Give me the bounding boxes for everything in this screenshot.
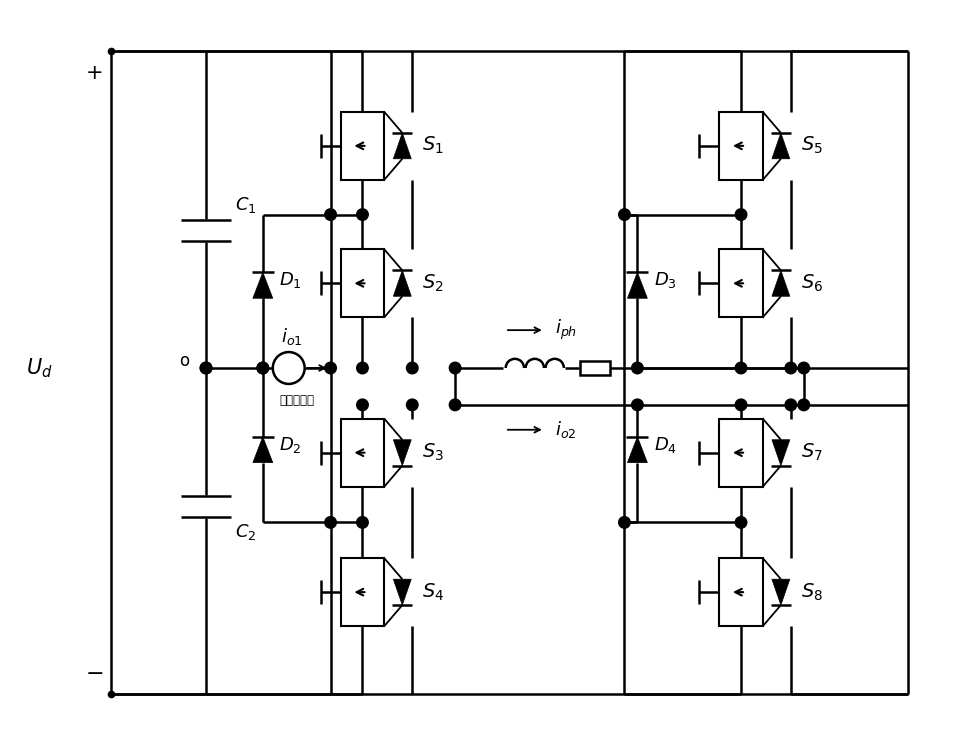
Bar xyxy=(341,249,384,318)
Text: $i_{ph}$: $i_{ph}$ xyxy=(555,318,577,343)
Circle shape xyxy=(618,209,630,220)
Circle shape xyxy=(406,362,418,374)
Circle shape xyxy=(785,362,796,374)
Text: $D_2$: $D_2$ xyxy=(279,434,302,455)
Polygon shape xyxy=(628,437,647,462)
Polygon shape xyxy=(393,133,411,159)
Text: $C_1$: $C_1$ xyxy=(235,195,256,215)
Circle shape xyxy=(618,517,630,528)
Polygon shape xyxy=(253,437,273,462)
Text: $D_1$: $D_1$ xyxy=(279,270,302,290)
Text: $S_7$: $S_7$ xyxy=(801,442,822,463)
Text: $i_{o1}$: $i_{o1}$ xyxy=(281,326,302,347)
Circle shape xyxy=(785,399,796,411)
Bar xyxy=(719,112,763,180)
Text: $D_4$: $D_4$ xyxy=(654,434,677,455)
Text: $S_8$: $S_8$ xyxy=(800,581,822,603)
Bar xyxy=(580,361,610,375)
Circle shape xyxy=(356,362,368,374)
Circle shape xyxy=(450,399,461,411)
Polygon shape xyxy=(628,273,647,298)
Circle shape xyxy=(356,517,368,528)
Circle shape xyxy=(632,362,643,374)
Circle shape xyxy=(356,399,368,411)
Circle shape xyxy=(406,399,418,411)
Text: −: − xyxy=(85,664,104,684)
Polygon shape xyxy=(393,440,411,466)
Circle shape xyxy=(450,362,461,374)
Text: $D_3$: $D_3$ xyxy=(654,270,677,290)
Circle shape xyxy=(257,362,269,374)
Circle shape xyxy=(798,399,810,411)
Bar xyxy=(719,559,763,626)
Circle shape xyxy=(735,209,746,220)
Circle shape xyxy=(798,362,810,374)
Polygon shape xyxy=(772,579,790,605)
Circle shape xyxy=(200,362,212,374)
Text: 电流传感器: 电流传感器 xyxy=(279,395,314,407)
Circle shape xyxy=(735,517,746,528)
Text: $U_d$: $U_d$ xyxy=(26,356,53,380)
Polygon shape xyxy=(772,270,790,296)
Circle shape xyxy=(325,362,336,374)
Circle shape xyxy=(735,362,746,374)
Text: $S_3$: $S_3$ xyxy=(422,442,444,463)
Circle shape xyxy=(325,209,336,220)
Bar xyxy=(341,419,384,487)
Text: $S_1$: $S_1$ xyxy=(423,135,444,157)
Circle shape xyxy=(325,517,336,528)
Bar xyxy=(719,419,763,487)
Text: +: + xyxy=(86,63,103,83)
Circle shape xyxy=(200,362,212,374)
Circle shape xyxy=(356,209,368,220)
Text: $i_{o2}$: $i_{o2}$ xyxy=(555,419,576,440)
Text: o: o xyxy=(179,352,189,370)
Polygon shape xyxy=(393,270,411,296)
Circle shape xyxy=(257,362,269,374)
Text: $S_6$: $S_6$ xyxy=(800,273,822,294)
Text: $S_2$: $S_2$ xyxy=(423,273,444,294)
Text: $C_2$: $C_2$ xyxy=(235,523,256,542)
Text: $S_4$: $S_4$ xyxy=(422,581,444,603)
Polygon shape xyxy=(772,440,790,466)
Polygon shape xyxy=(253,273,273,298)
Circle shape xyxy=(632,399,643,411)
Bar xyxy=(719,249,763,318)
Circle shape xyxy=(735,399,746,411)
Text: $S_5$: $S_5$ xyxy=(801,135,822,157)
Circle shape xyxy=(273,352,304,384)
Polygon shape xyxy=(772,133,790,159)
Bar xyxy=(341,112,384,180)
Bar xyxy=(341,559,384,626)
Polygon shape xyxy=(393,579,411,605)
